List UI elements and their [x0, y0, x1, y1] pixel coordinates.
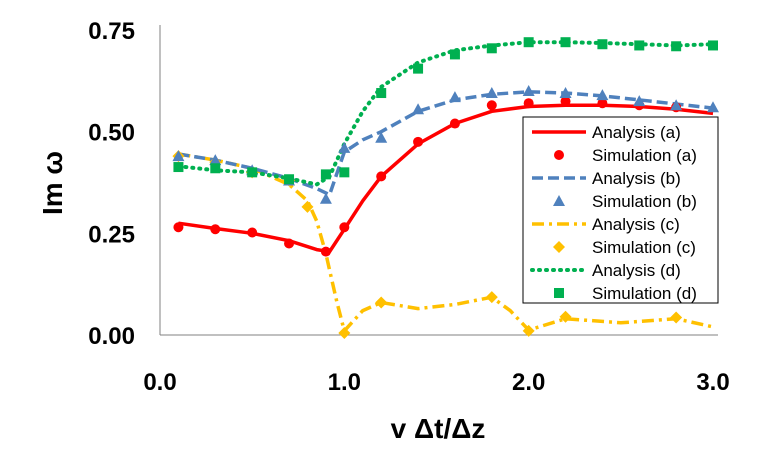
data-point-sim-b — [670, 99, 683, 111]
legend-marker-sim-d — [554, 288, 564, 298]
data-point-sim-d — [523, 37, 534, 48]
legend-marker-sim-c — [553, 241, 565, 253]
data-point-sim-d — [247, 167, 258, 178]
x-tick-label: 0.0 — [143, 369, 176, 396]
legend-marker-sim-a — [554, 150, 564, 160]
data-point-sim-d — [671, 41, 682, 52]
data-point-sim-b — [485, 87, 498, 99]
legend-box — [522, 116, 719, 304]
data-point-sim-c — [338, 326, 351, 339]
y-tick-label: 0.25 — [88, 221, 135, 248]
data-point-sim-d — [449, 49, 460, 60]
data-point-sim-b — [707, 101, 719, 113]
y-tick-label: 0.00 — [88, 323, 135, 350]
data-point-sim-c — [301, 200, 314, 213]
data-point-sim-b — [209, 154, 222, 166]
data-point-sim-a — [449, 118, 460, 129]
data-point-sim-a — [339, 222, 350, 233]
series-line-analysis-c — [178, 152, 714, 333]
series-line-analysis-b — [178, 90, 714, 197]
data-point-sim-b — [172, 150, 185, 162]
data-point-sim-b — [338, 141, 351, 153]
legend-label-sim-b: Simulation (b) — [592, 192, 697, 211]
data-point-sim-d — [284, 174, 295, 185]
data-point-sim-d — [210, 163, 221, 174]
data-point-sim-c — [670, 311, 683, 324]
data-point-sim-a — [523, 98, 534, 109]
data-point-sim-d — [376, 88, 387, 99]
y-tick-label: 0.50 — [88, 120, 135, 147]
data-point-sim-c — [559, 310, 572, 323]
data-point-sim-a — [560, 96, 571, 107]
data-point-sim-d — [597, 39, 608, 50]
data-point-sim-d — [708, 40, 718, 51]
data-point-sim-d — [339, 167, 350, 178]
data-point-sim-b — [596, 89, 609, 101]
data-point-sim-d — [173, 162, 184, 173]
legend-label-sim-c: Simulation (c) — [592, 238, 696, 257]
data-point-sim-c — [522, 324, 535, 337]
data-point-sim-b — [412, 103, 425, 115]
y-tick-label: 0.75 — [88, 18, 135, 45]
data-point-sim-a — [376, 171, 387, 182]
data-point-sim-c — [485, 291, 498, 304]
legend: Analysis (a) Simulation (a) Analysis (b) Si… — [522, 116, 719, 304]
data-point-sim-d — [413, 63, 424, 74]
x-tick-label: 3.0 — [696, 369, 729, 396]
data-point-sim-a — [597, 98, 608, 109]
legend-label-analysis-b: Analysis (b) — [592, 169, 681, 188]
tick-labels: 0.00 0.25 0.50 0.75 0.0 1.0 2.0 3.0 — [88, 18, 729, 396]
legend-label-analysis-a: Analysis (a) — [592, 123, 681, 142]
data-point-sim-a — [486, 100, 497, 111]
data-point-sim-b — [375, 131, 388, 143]
series-layer — [172, 37, 719, 339]
legend-label-analysis-c: Analysis (c) — [592, 215, 680, 234]
axes — [159, 25, 718, 336]
data-point-sim-a — [284, 238, 295, 249]
data-point-sim-a — [247, 227, 258, 238]
x-axis-title: v Δt/Δz — [391, 413, 486, 444]
data-point-sim-c — [375, 296, 388, 309]
legend-marker-sim-b — [553, 195, 565, 206]
x-tick-label: 1.0 — [328, 369, 361, 396]
data-point-sim-b — [522, 85, 535, 96]
data-point-sim-a — [413, 136, 424, 147]
x-tick-label: 2.0 — [512, 369, 545, 396]
legend-label-sim-d: Simulation (d) — [592, 284, 697, 303]
data-point-sim-b — [448, 91, 461, 103]
data-point-sim-b — [559, 87, 572, 99]
series-line-analysis-a — [178, 103, 714, 254]
data-point-sim-d — [486, 43, 497, 54]
data-point-sim-b — [633, 95, 646, 107]
data-point-sim-a — [173, 222, 184, 233]
data-point-sim-d — [320, 169, 331, 180]
data-point-sim-a — [210, 224, 221, 235]
legend-label-analysis-d: Analysis (d) — [592, 261, 681, 280]
y-axis-title: Im ω — [37, 151, 68, 215]
data-point-sim-d — [634, 40, 645, 51]
data-point-sim-a — [320, 246, 331, 257]
data-point-sim-b — [319, 192, 332, 204]
series-line-analysis-d — [176, 40, 715, 187]
data-point-sim-d — [560, 37, 571, 48]
legend-label-sim-a: Simulation (a) — [592, 146, 697, 165]
